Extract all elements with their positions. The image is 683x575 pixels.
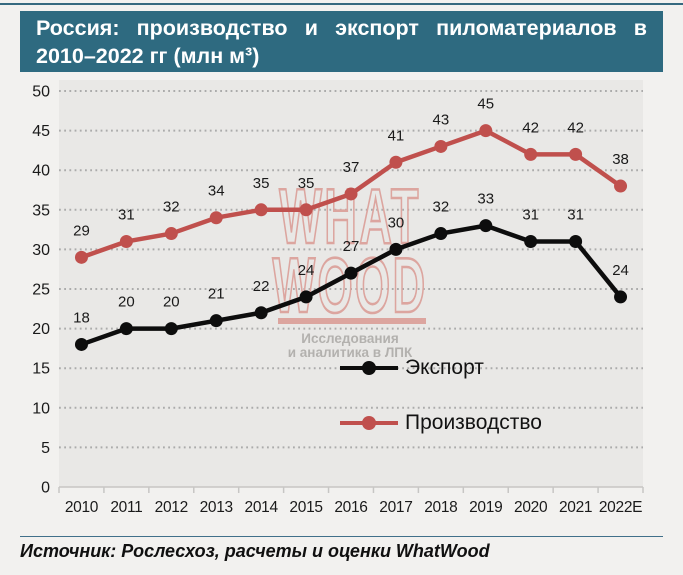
- svg-text:2022E: 2022E: [599, 499, 642, 516]
- svg-text:22: 22: [253, 278, 270, 295]
- svg-text:2011: 2011: [110, 499, 142, 516]
- svg-text:45: 45: [32, 123, 50, 140]
- svg-text:21: 21: [208, 286, 225, 303]
- svg-text:2019: 2019: [469, 499, 502, 516]
- svg-text:40: 40: [32, 163, 50, 180]
- svg-text:2016: 2016: [334, 499, 367, 516]
- svg-text:45: 45: [477, 96, 494, 113]
- svg-text:34: 34: [208, 183, 225, 200]
- svg-text:31: 31: [118, 206, 135, 223]
- svg-text:2012: 2012: [155, 499, 188, 516]
- svg-text:42: 42: [522, 119, 539, 136]
- svg-text:20: 20: [118, 294, 135, 311]
- svg-text:24: 24: [612, 262, 629, 279]
- svg-text:20: 20: [32, 321, 50, 338]
- chart-title-line1: Россия: производство и экспорт пиломатер…: [36, 16, 647, 40]
- chart-title-line2: 2010–2022 гг (млн м³): [36, 43, 260, 68]
- svg-text:2017: 2017: [379, 499, 412, 516]
- svg-text:37: 37: [343, 159, 360, 176]
- svg-text:33: 33: [477, 191, 494, 208]
- svg-text:30: 30: [32, 242, 50, 259]
- svg-text:10: 10: [32, 400, 50, 417]
- legend-item-export: Экспорт: [340, 354, 484, 382]
- svg-text:41: 41: [388, 127, 405, 144]
- svg-text:20: 20: [163, 294, 180, 311]
- svg-text:25: 25: [32, 282, 50, 299]
- svg-text:2021: 2021: [559, 499, 592, 516]
- svg-text:24: 24: [298, 262, 315, 279]
- svg-text:2015: 2015: [289, 499, 322, 516]
- legend-label-production: Производство: [405, 411, 542, 434]
- svg-text:27: 27: [343, 238, 360, 255]
- plot-area-background: [59, 80, 643, 487]
- export-marker-dot: [362, 361, 376, 375]
- svg-text:2018: 2018: [424, 499, 457, 516]
- svg-text:WOOD: WOOD: [272, 241, 427, 329]
- top-accent-rule: [0, 3, 683, 5]
- svg-text:5: 5: [41, 440, 50, 457]
- svg-text:2014: 2014: [245, 499, 279, 516]
- svg-text:0: 0: [41, 480, 50, 497]
- svg-text:35: 35: [253, 175, 270, 192]
- svg-text:15: 15: [32, 361, 50, 378]
- svg-text:43: 43: [433, 111, 450, 128]
- export-line-swatch: [340, 361, 398, 375]
- svg-text:32: 32: [163, 199, 180, 216]
- svg-text:2010: 2010: [65, 499, 99, 516]
- source-divider: [20, 536, 663, 537]
- svg-text:35: 35: [32, 202, 50, 219]
- svg-text:42: 42: [567, 119, 584, 136]
- svg-text:Исследования: Исследования: [301, 331, 398, 346]
- svg-text:31: 31: [567, 206, 584, 223]
- chart-title-bar: Россия: производство и экспорт пиломатер…: [20, 11, 663, 72]
- svg-text:18: 18: [73, 309, 90, 326]
- svg-text:38: 38: [612, 151, 629, 168]
- source-note: Источник: Рослесхоз, расчеты и оценки Wh…: [20, 541, 490, 561]
- svg-text:32: 32: [433, 199, 450, 216]
- legend-label-export: Экспорт: [405, 356, 484, 379]
- svg-text:30: 30: [388, 214, 405, 231]
- production-line-swatch: [340, 416, 398, 430]
- svg-text:2020: 2020: [514, 499, 548, 516]
- svg-text:2013: 2013: [200, 499, 233, 516]
- svg-text:35: 35: [298, 175, 315, 192]
- svg-text:29: 29: [73, 222, 90, 239]
- legend-item-production: Производство: [340, 409, 542, 437]
- svg-text:50: 50: [32, 84, 50, 101]
- production-marker-dot: [362, 416, 376, 430]
- svg-text:и аналитика в ЛПК: и аналитика в ЛПК: [288, 345, 413, 360]
- svg-text:31: 31: [522, 206, 539, 223]
